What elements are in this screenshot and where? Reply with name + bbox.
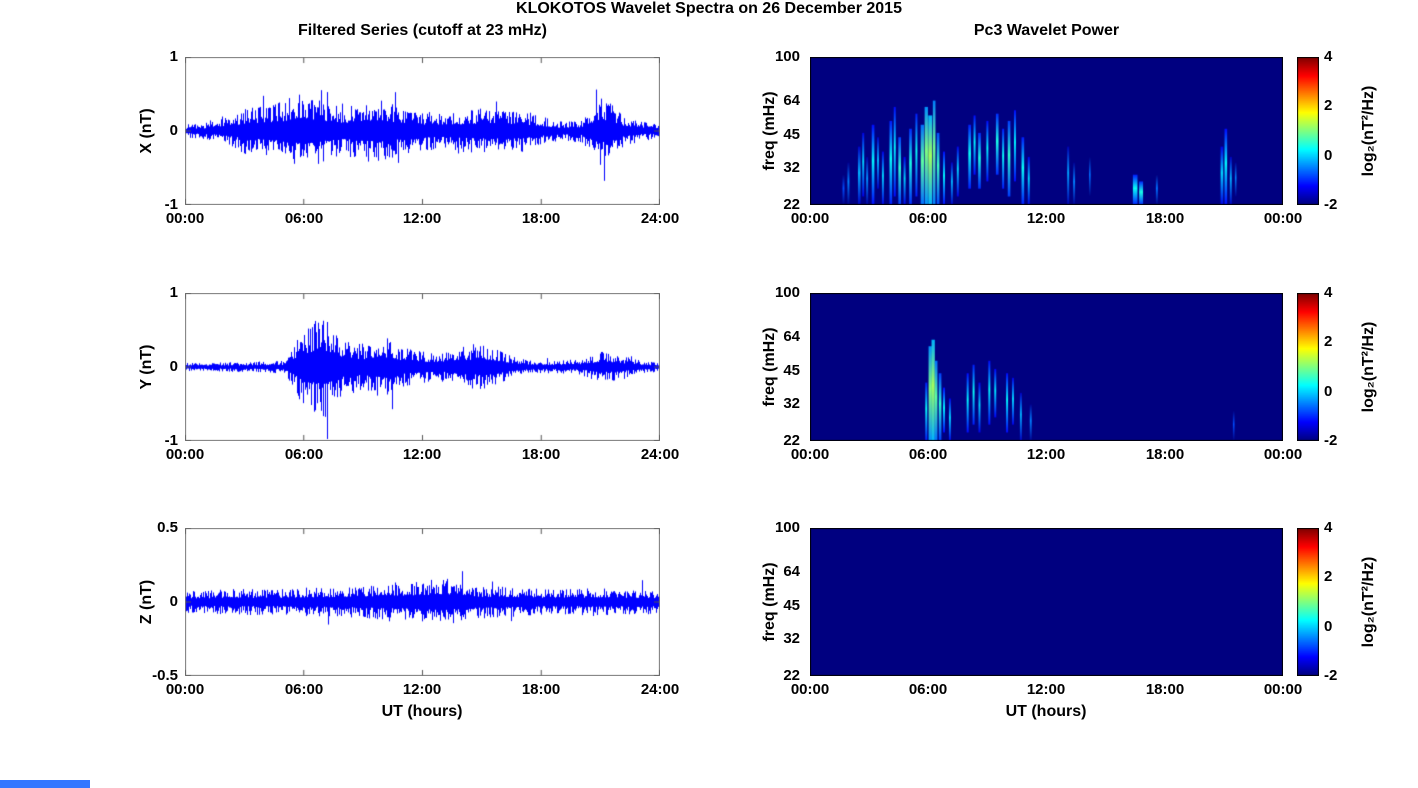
- y-tick-label: -1: [164, 431, 178, 449]
- freq-tick-label: 64: [783, 562, 800, 580]
- freq-tick-label: 100: [774, 518, 800, 536]
- colorbar-label: log₂(nT²/Hz): [1360, 556, 1378, 648]
- colorbar-tick-label: 4: [1324, 47, 1333, 65]
- freq-tick-label: 64: [783, 327, 800, 345]
- colorbar-label: log₂(nT²/Hz): [1360, 85, 1378, 177]
- colorbar: [1297, 293, 1319, 441]
- colorbar-tick-label: 0: [1324, 617, 1333, 635]
- y-timeseries-plot: [185, 293, 660, 441]
- x-tick-label: 24:00: [640, 446, 680, 463]
- y-tick-label: 0.5: [157, 518, 178, 536]
- x-wavelet-spectrogram: [810, 57, 1283, 205]
- x-tick-label: 06:00: [284, 210, 324, 227]
- x-tick-label: 12:00: [1026, 210, 1066, 227]
- freq-tick-label: 22: [783, 195, 800, 213]
- x-tick-label: 06:00: [908, 446, 948, 463]
- colorbar-tick-label: 0: [1324, 382, 1333, 400]
- x-tick-label: 24:00: [640, 210, 680, 227]
- x-tick-label: 06:00: [284, 446, 324, 463]
- colorbar-tick-label: -2: [1324, 431, 1338, 449]
- x-tick-label: 18:00: [521, 446, 561, 463]
- x-tick-label: 00:00: [790, 210, 830, 227]
- colorbar-tick-label: 4: [1324, 283, 1333, 301]
- x-tick-label: 12:00: [402, 446, 442, 463]
- y-tick-label: 0: [169, 592, 178, 610]
- freq-tick-label: 45: [783, 596, 800, 614]
- x-tick-label: 00:00: [790, 446, 830, 463]
- x-tick-label: 18:00: [1145, 446, 1185, 463]
- x-timeseries-plot: [185, 57, 660, 205]
- freq-tick-label: 100: [774, 283, 800, 301]
- x-tick-label: 18:00: [1145, 681, 1185, 698]
- colorbar-tick-label: 4: [1324, 518, 1333, 536]
- y-tick-label: -0.5: [152, 666, 178, 684]
- y-tick-label: 0: [169, 357, 178, 375]
- y-tick-label: 0: [169, 121, 178, 139]
- colorbar: [1297, 528, 1319, 676]
- x-tick-label: 12:00: [402, 681, 442, 698]
- freq-tick-label: 45: [783, 361, 800, 379]
- x-tick-label: 06:00: [908, 210, 948, 227]
- figure-title: KLOKOTOS Wavelet Spectra on 26 December …: [516, 0, 902, 17]
- left-column-title: Filtered Series (cutoff at 23 mHz): [298, 22, 547, 39]
- freq-tick-label: 45: [783, 125, 800, 143]
- x-tick-label: 18:00: [521, 681, 561, 698]
- x-tick-label: 00:00: [1263, 210, 1303, 227]
- freq-tick-label: 22: [783, 431, 800, 449]
- y-tick-label: -1: [164, 195, 178, 213]
- x-tick-label: 00:00: [1263, 681, 1303, 698]
- y-tick-label: 1: [169, 283, 178, 301]
- freq-tick-label: 64: [783, 91, 800, 109]
- y-tick-label: 1: [169, 47, 178, 65]
- x-tick-label: 00:00: [165, 681, 205, 698]
- colorbar: [1297, 57, 1319, 205]
- x-tick-label: 06:00: [284, 681, 324, 698]
- x-tick-label: 24:00: [640, 681, 680, 698]
- right-column-title: Pc3 Wavelet Power: [973, 22, 1120, 39]
- colorbar-tick-label: -2: [1324, 666, 1338, 684]
- window-edge-artifact: [0, 780, 90, 788]
- colorbar-tick-label: 0: [1324, 146, 1333, 164]
- x-tick-label: 00:00: [165, 446, 205, 463]
- x-tick-label: 18:00: [521, 210, 561, 227]
- freq-tick-label: 32: [783, 158, 800, 176]
- z-timeseries-plot: [185, 528, 660, 676]
- right-x-axis-label: UT (hours): [1005, 703, 1087, 720]
- x-tick-label: 00:00: [790, 681, 830, 698]
- x-tick-label: 00:00: [1263, 446, 1303, 463]
- x-tick-label: 12:00: [1026, 681, 1066, 698]
- left-x-axis-label: UT (hours): [381, 703, 463, 720]
- freq-tick-label: 32: [783, 394, 800, 412]
- freq-tick-label: 100: [774, 47, 800, 65]
- colorbar-tick-label: 2: [1324, 332, 1333, 350]
- colorbar-label: log₂(nT²/Hz): [1360, 321, 1378, 413]
- z-wavelet-spectrogram: [810, 528, 1283, 676]
- x-tick-label: 06:00: [908, 681, 948, 698]
- colorbar-tick-label: 2: [1324, 567, 1333, 585]
- x-tick-label: 12:00: [402, 210, 442, 227]
- freq-tick-label: 22: [783, 666, 800, 684]
- x-tick-label: 18:00: [1145, 210, 1185, 227]
- y-wavelet-spectrogram: [810, 293, 1283, 441]
- x-tick-label: 00:00: [165, 210, 205, 227]
- x-tick-label: 12:00: [1026, 446, 1066, 463]
- colorbar-tick-label: -2: [1324, 195, 1338, 213]
- freq-tick-label: 32: [783, 629, 800, 647]
- colorbar-tick-label: 2: [1324, 96, 1333, 114]
